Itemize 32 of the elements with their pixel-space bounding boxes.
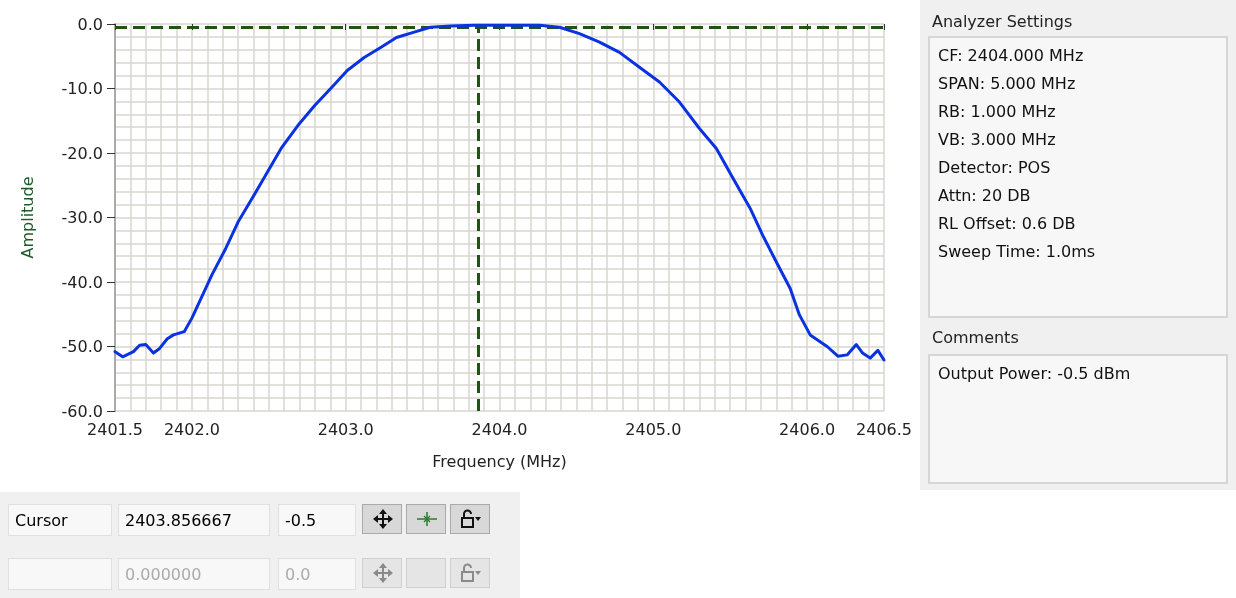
x-tick-label: 2403.0: [317, 419, 374, 439]
text: Detector: POS: [938, 157, 1052, 179]
x-tick-label: 2406.0: [779, 419, 836, 439]
text: SPAN: 5.000 MHz: [938, 73, 1077, 95]
x-tick-label: 2405.0: [625, 419, 682, 439]
y-tick-label: -40.0: [61, 272, 103, 292]
y-tick-label: -20.0: [61, 143, 103, 163]
text: RL Offset: 0.6 DB: [938, 213, 1077, 235]
x-tick-label: 2401.5: [87, 419, 143, 439]
x-axis-title: Frequency (MHz): [432, 451, 567, 471]
text: RB: 1.000 MHz: [938, 101, 1057, 123]
x-tick-label: 2406.5: [856, 419, 912, 439]
text: Sweep Time: 1.0ms: [938, 241, 1097, 263]
x-tick-label: 2404.0: [471, 419, 528, 439]
y-axis-title: Amplitude: [17, 176, 37, 259]
text: Attn: 20 DB: [938, 185, 1032, 207]
text: -0.5: [278, 504, 356, 536]
text: Analyzer Settings: [932, 12, 1073, 31]
text: VB: 3.000 MHz: [938, 129, 1057, 151]
text: Output Power: -0.5 dBm: [928, 354, 1228, 484]
text: 2403.856667: [118, 504, 270, 536]
x-tick-label: 2402.0: [163, 419, 220, 439]
text: 0.000000: [118, 558, 270, 590]
y-tick-label: -10.0: [61, 79, 103, 98]
text: 0.0: [278, 558, 356, 590]
y-tick-label: -50.0: [61, 337, 103, 356]
y-tick-label: -30.0: [61, 208, 103, 227]
text: CF: 2404.000 MHz: [938, 45, 1085, 67]
y-tick-label: -60.0: [61, 401, 103, 421]
text: Comments: [932, 328, 1019, 347]
text: Cursor: [8, 504, 112, 536]
y-tick-label: 0.0: [77, 14, 103, 34]
